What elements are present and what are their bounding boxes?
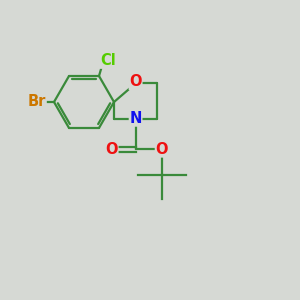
Text: Br: Br: [28, 94, 46, 110]
Text: Cl: Cl: [100, 53, 116, 68]
Text: O: O: [129, 74, 142, 89]
Text: N: N: [129, 111, 142, 126]
Text: O: O: [105, 142, 118, 157]
Text: O: O: [155, 142, 168, 157]
